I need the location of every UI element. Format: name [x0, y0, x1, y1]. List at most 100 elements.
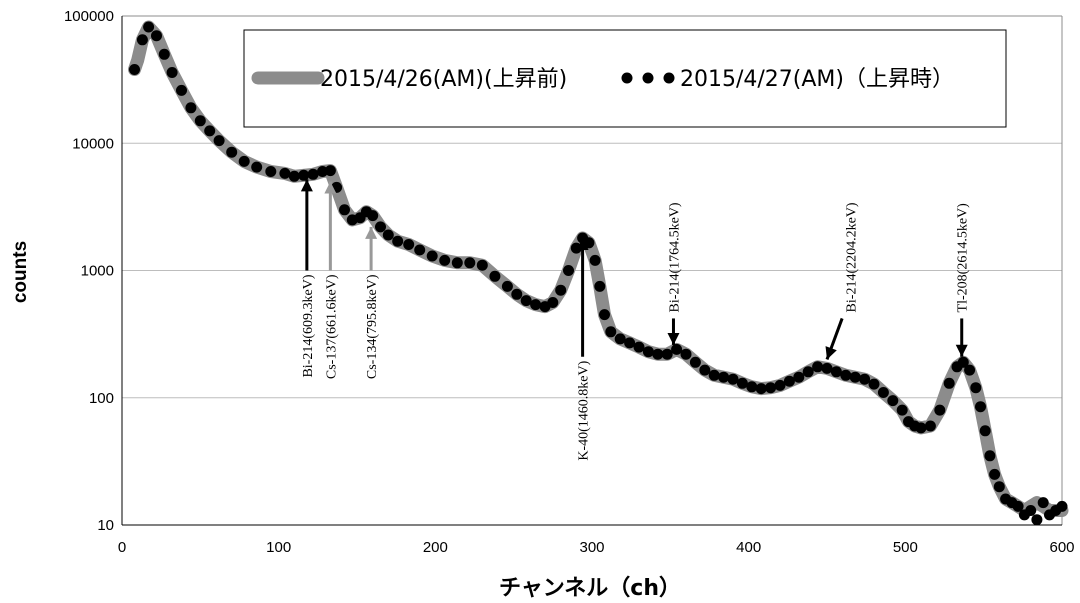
series2-point — [307, 168, 319, 180]
series2-point — [226, 146, 238, 158]
series2-point — [821, 362, 833, 374]
series2-point — [213, 135, 225, 147]
annotation-label: Bi-214(609.3keV) — [301, 274, 316, 377]
series2-point — [339, 204, 350, 216]
series2-point — [594, 280, 606, 292]
annotation-arrow — [825, 317, 844, 360]
legend-series2-label: 2015/4/27(AM)（上昇時） — [680, 67, 954, 92]
x-axis-title: チャンネル（ch） — [499, 576, 681, 601]
legend-series2-swatch-dot — [621, 72, 633, 84]
series2-point — [793, 371, 805, 383]
series2-point — [464, 257, 476, 269]
series2-point — [403, 239, 415, 250]
series2-point — [1031, 514, 1043, 526]
series2-point — [934, 404, 946, 416]
annotation-label: Bi-214(2204.2keV) — [845, 202, 860, 312]
series2-point — [624, 337, 636, 349]
series2-point — [176, 84, 187, 96]
series2-point — [783, 375, 795, 387]
series2-point — [382, 229, 394, 241]
series2-point — [830, 366, 842, 378]
series2-point — [1056, 500, 1068, 512]
x-tick-label: 200 — [423, 539, 448, 556]
series2-point — [1025, 505, 1037, 516]
series2-point — [530, 299, 542, 311]
series2-point — [501, 280, 513, 292]
series2-point — [204, 125, 216, 137]
series2-point — [812, 361, 824, 373]
series2-point — [605, 326, 617, 338]
series2-point — [924, 420, 936, 432]
x-tick-label: 100 — [266, 539, 291, 556]
annotation-arrow — [667, 318, 680, 345]
annotation-arrow — [955, 318, 968, 357]
series2-point — [642, 346, 654, 358]
series2-point — [746, 381, 758, 393]
series2-point — [859, 373, 871, 385]
series2-point — [555, 284, 567, 296]
series2-point — [392, 235, 404, 247]
series2-point — [238, 155, 250, 167]
series2-point — [414, 244, 426, 256]
series2-point — [680, 348, 692, 360]
series2-point — [802, 366, 814, 378]
series2-point — [877, 387, 889, 398]
y-tick-label: 10 — [97, 517, 114, 534]
annotation-label: K-40(1460.8keV) — [577, 360, 592, 460]
y-tick-label: 10000 — [72, 135, 114, 152]
annotation-arrow — [576, 238, 589, 357]
series2-point — [943, 377, 955, 389]
series2-point — [689, 356, 701, 368]
series2-point — [736, 377, 748, 389]
annotation-label: Tl-208(2614.5keV) — [956, 203, 971, 313]
series2-point — [765, 382, 777, 394]
annotation-label: Cs-137(661.6keV) — [324, 274, 339, 379]
series2-point — [476, 259, 488, 271]
annotation-arrow — [324, 181, 337, 271]
series2-point — [671, 343, 683, 355]
series2-point — [699, 364, 711, 376]
series2-point — [727, 373, 739, 385]
series2-point — [251, 161, 263, 173]
annotation-arrow — [365, 226, 378, 271]
series2-point — [265, 166, 277, 177]
series2-point — [194, 115, 206, 127]
series2-point — [868, 378, 880, 390]
series2-point — [375, 221, 386, 233]
x-tick-label: 300 — [579, 539, 604, 556]
series2-point — [136, 34, 148, 46]
series2-point — [426, 250, 438, 262]
legend-series2-swatch-dot — [663, 72, 675, 84]
y-tick-label: 1000 — [81, 263, 114, 280]
series2-point — [489, 270, 501, 282]
annotations-layer: Bi-214(609.3keV) Cs-137(661.6keV) Cs-134(7… — [300, 179, 971, 461]
axes-layer: 10 100 1000 10000 100000 0 100 200 300 400 500 600 — [64, 8, 1075, 556]
x-tick-label: 500 — [893, 539, 918, 556]
series2-point — [957, 356, 969, 368]
series2-point — [849, 371, 861, 383]
series2-point — [964, 364, 976, 376]
annotation-label: Cs-134(795.8keV) — [365, 274, 380, 379]
series2-point — [439, 254, 451, 266]
series2-point — [984, 450, 996, 462]
series2-point — [970, 382, 982, 394]
series2-point — [915, 422, 927, 434]
legend: 2015/4/26(AM)(上昇前) 2015/4/27(AM)（上昇時） — [243, 29, 1007, 128]
series2-point — [129, 64, 140, 75]
legend-series1-label: 2015/4/26(AM)(上昇前) — [320, 67, 567, 92]
series2-point — [599, 309, 610, 321]
series2-point — [158, 48, 170, 60]
x-tick-label: 400 — [736, 539, 761, 556]
series2-point — [324, 165, 336, 177]
legend-series2-swatch-dot — [642, 72, 654, 84]
series2-point — [989, 468, 1001, 480]
series2-point — [511, 288, 523, 300]
series2-point — [185, 102, 197, 114]
series2-point — [298, 169, 310, 181]
series2-point — [166, 67, 178, 78]
series2-point — [718, 371, 730, 383]
x-tick-label: 0 — [118, 539, 126, 556]
series2-point — [614, 333, 626, 345]
